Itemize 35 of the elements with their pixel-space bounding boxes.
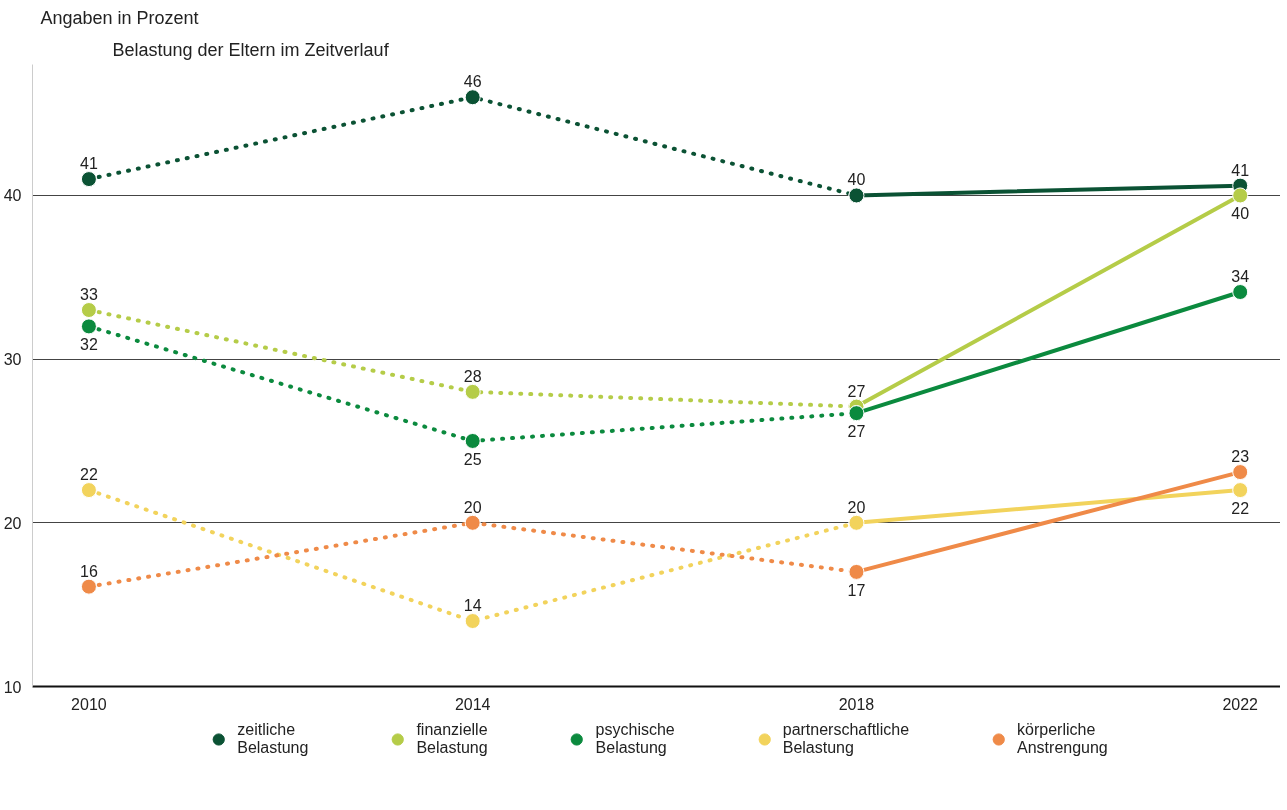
x-tick-label: 2022 (1222, 695, 1259, 713)
y-tick-label: 20 (3, 514, 22, 532)
legend-label: psychische Belastung (595, 720, 675, 758)
y-tick-label: 30 (3, 351, 22, 369)
x-tick-label: 2014 (454, 695, 491, 713)
data-label: 34 (1231, 268, 1250, 286)
chart-title: Belastung der Eltern im Zeitverlauf (112, 39, 390, 60)
y-tick-label: 10 (3, 678, 22, 696)
data-label: 22 (80, 466, 98, 484)
legend-label: partnerschaftliche Belastung (782, 720, 910, 758)
data-label: 40 (847, 171, 866, 189)
data-label: 23 (1231, 448, 1250, 466)
x-tick-label: 2010 (71, 695, 107, 713)
legend-label: finanzielle Belastung (416, 720, 488, 758)
data-label: 27 (847, 423, 866, 441)
data-label: 41 (1231, 161, 1250, 179)
x-tick-label: 2018 (838, 695, 875, 713)
data-label: 27 (847, 382, 866, 400)
data-label: 46 (463, 73, 482, 91)
data-label: 32 (80, 336, 98, 354)
data-label: 22 (1231, 500, 1250, 518)
data-label: 33 (80, 286, 98, 304)
data-label: 20 (847, 498, 866, 516)
data-label: 41 (80, 155, 98, 173)
data-label: 17 (847, 581, 866, 599)
data-label: 20 (463, 498, 482, 516)
y-axis-title: Angaben in Prozent (40, 7, 199, 28)
y-tick-label: 40 (3, 187, 22, 205)
data-label: 25 (463, 450, 482, 468)
data-label: 40 (1231, 205, 1250, 223)
data-label: 14 (463, 597, 482, 615)
data-label: 16 (80, 562, 98, 580)
legend-label: körperliche Anstrengung (1017, 720, 1108, 758)
legend-label: zeitliche Belastung (237, 720, 309, 758)
data-label: 28 (463, 367, 482, 385)
